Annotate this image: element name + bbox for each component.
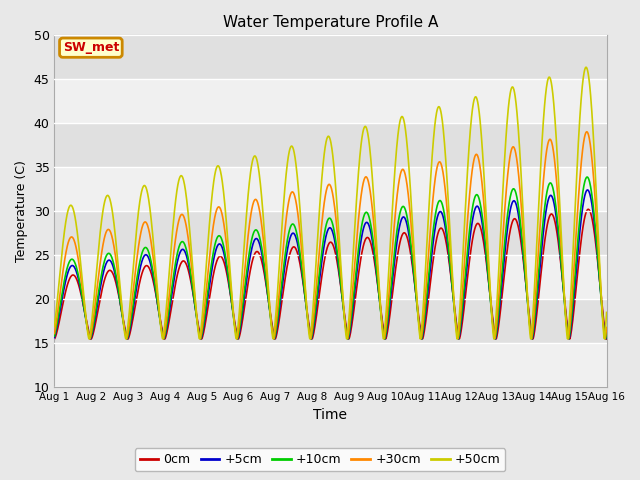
Bar bbox=[54, 168, 607, 211]
Y-axis label: Temperature (C): Temperature (C) bbox=[15, 160, 28, 262]
Bar bbox=[54, 79, 607, 123]
Bar bbox=[54, 123, 607, 168]
Bar bbox=[54, 36, 607, 79]
Bar bbox=[54, 300, 607, 343]
Bar bbox=[54, 211, 607, 255]
X-axis label: Time: Time bbox=[314, 408, 348, 422]
Text: SW_met: SW_met bbox=[63, 41, 119, 54]
Title: Water Temperature Profile A: Water Temperature Profile A bbox=[223, 15, 438, 30]
Bar bbox=[54, 343, 607, 387]
Legend: 0cm, +5cm, +10cm, +30cm, +50cm: 0cm, +5cm, +10cm, +30cm, +50cm bbox=[134, 448, 506, 471]
Bar bbox=[54, 255, 607, 300]
